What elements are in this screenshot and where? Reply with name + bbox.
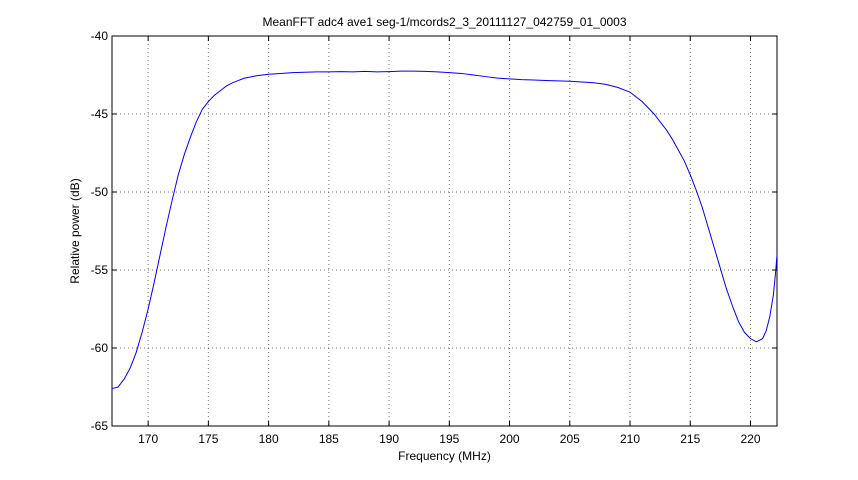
x-axis-title: Frequency (MHz)	[398, 449, 491, 463]
x-tick-label: 215	[680, 432, 700, 446]
y-tick-label: -45	[91, 107, 109, 121]
x-tick-label: 175	[198, 432, 218, 446]
y-tick-label: -40	[91, 29, 109, 43]
x-tick-label: 210	[620, 432, 640, 446]
series-line	[111, 70, 778, 390]
grid	[112, 36, 777, 426]
series-layer	[111, 70, 778, 390]
y-tick-label: -60	[91, 341, 109, 355]
y-tick-label: -50	[91, 185, 109, 199]
x-tick-label: 190	[379, 432, 399, 446]
plot-area-frame	[111, 35, 778, 427]
x-tick-label: 180	[259, 432, 279, 446]
chart-title: MeanFFT adc4 ave1 seg-1/mcords2_3_201111…	[262, 15, 626, 29]
y-tick-label: -55	[91, 263, 109, 277]
x-tick-label: 170	[138, 432, 158, 446]
x-tick-label: 200	[500, 432, 520, 446]
x-tick-label: 195	[439, 432, 459, 446]
y-tick-label: -65	[91, 419, 109, 433]
axis-ticks	[112, 35, 777, 427]
tick-labels: 170 175 180 185 190 195 200 205 210 215 220 -40 -45 -…	[91, 29, 761, 446]
y-axis-title: Relative power (dB)	[68, 178, 82, 283]
x-tick-label: 205	[560, 432, 580, 446]
x-tick-label: 185	[319, 432, 339, 446]
x-tick-label: 220	[740, 432, 760, 446]
